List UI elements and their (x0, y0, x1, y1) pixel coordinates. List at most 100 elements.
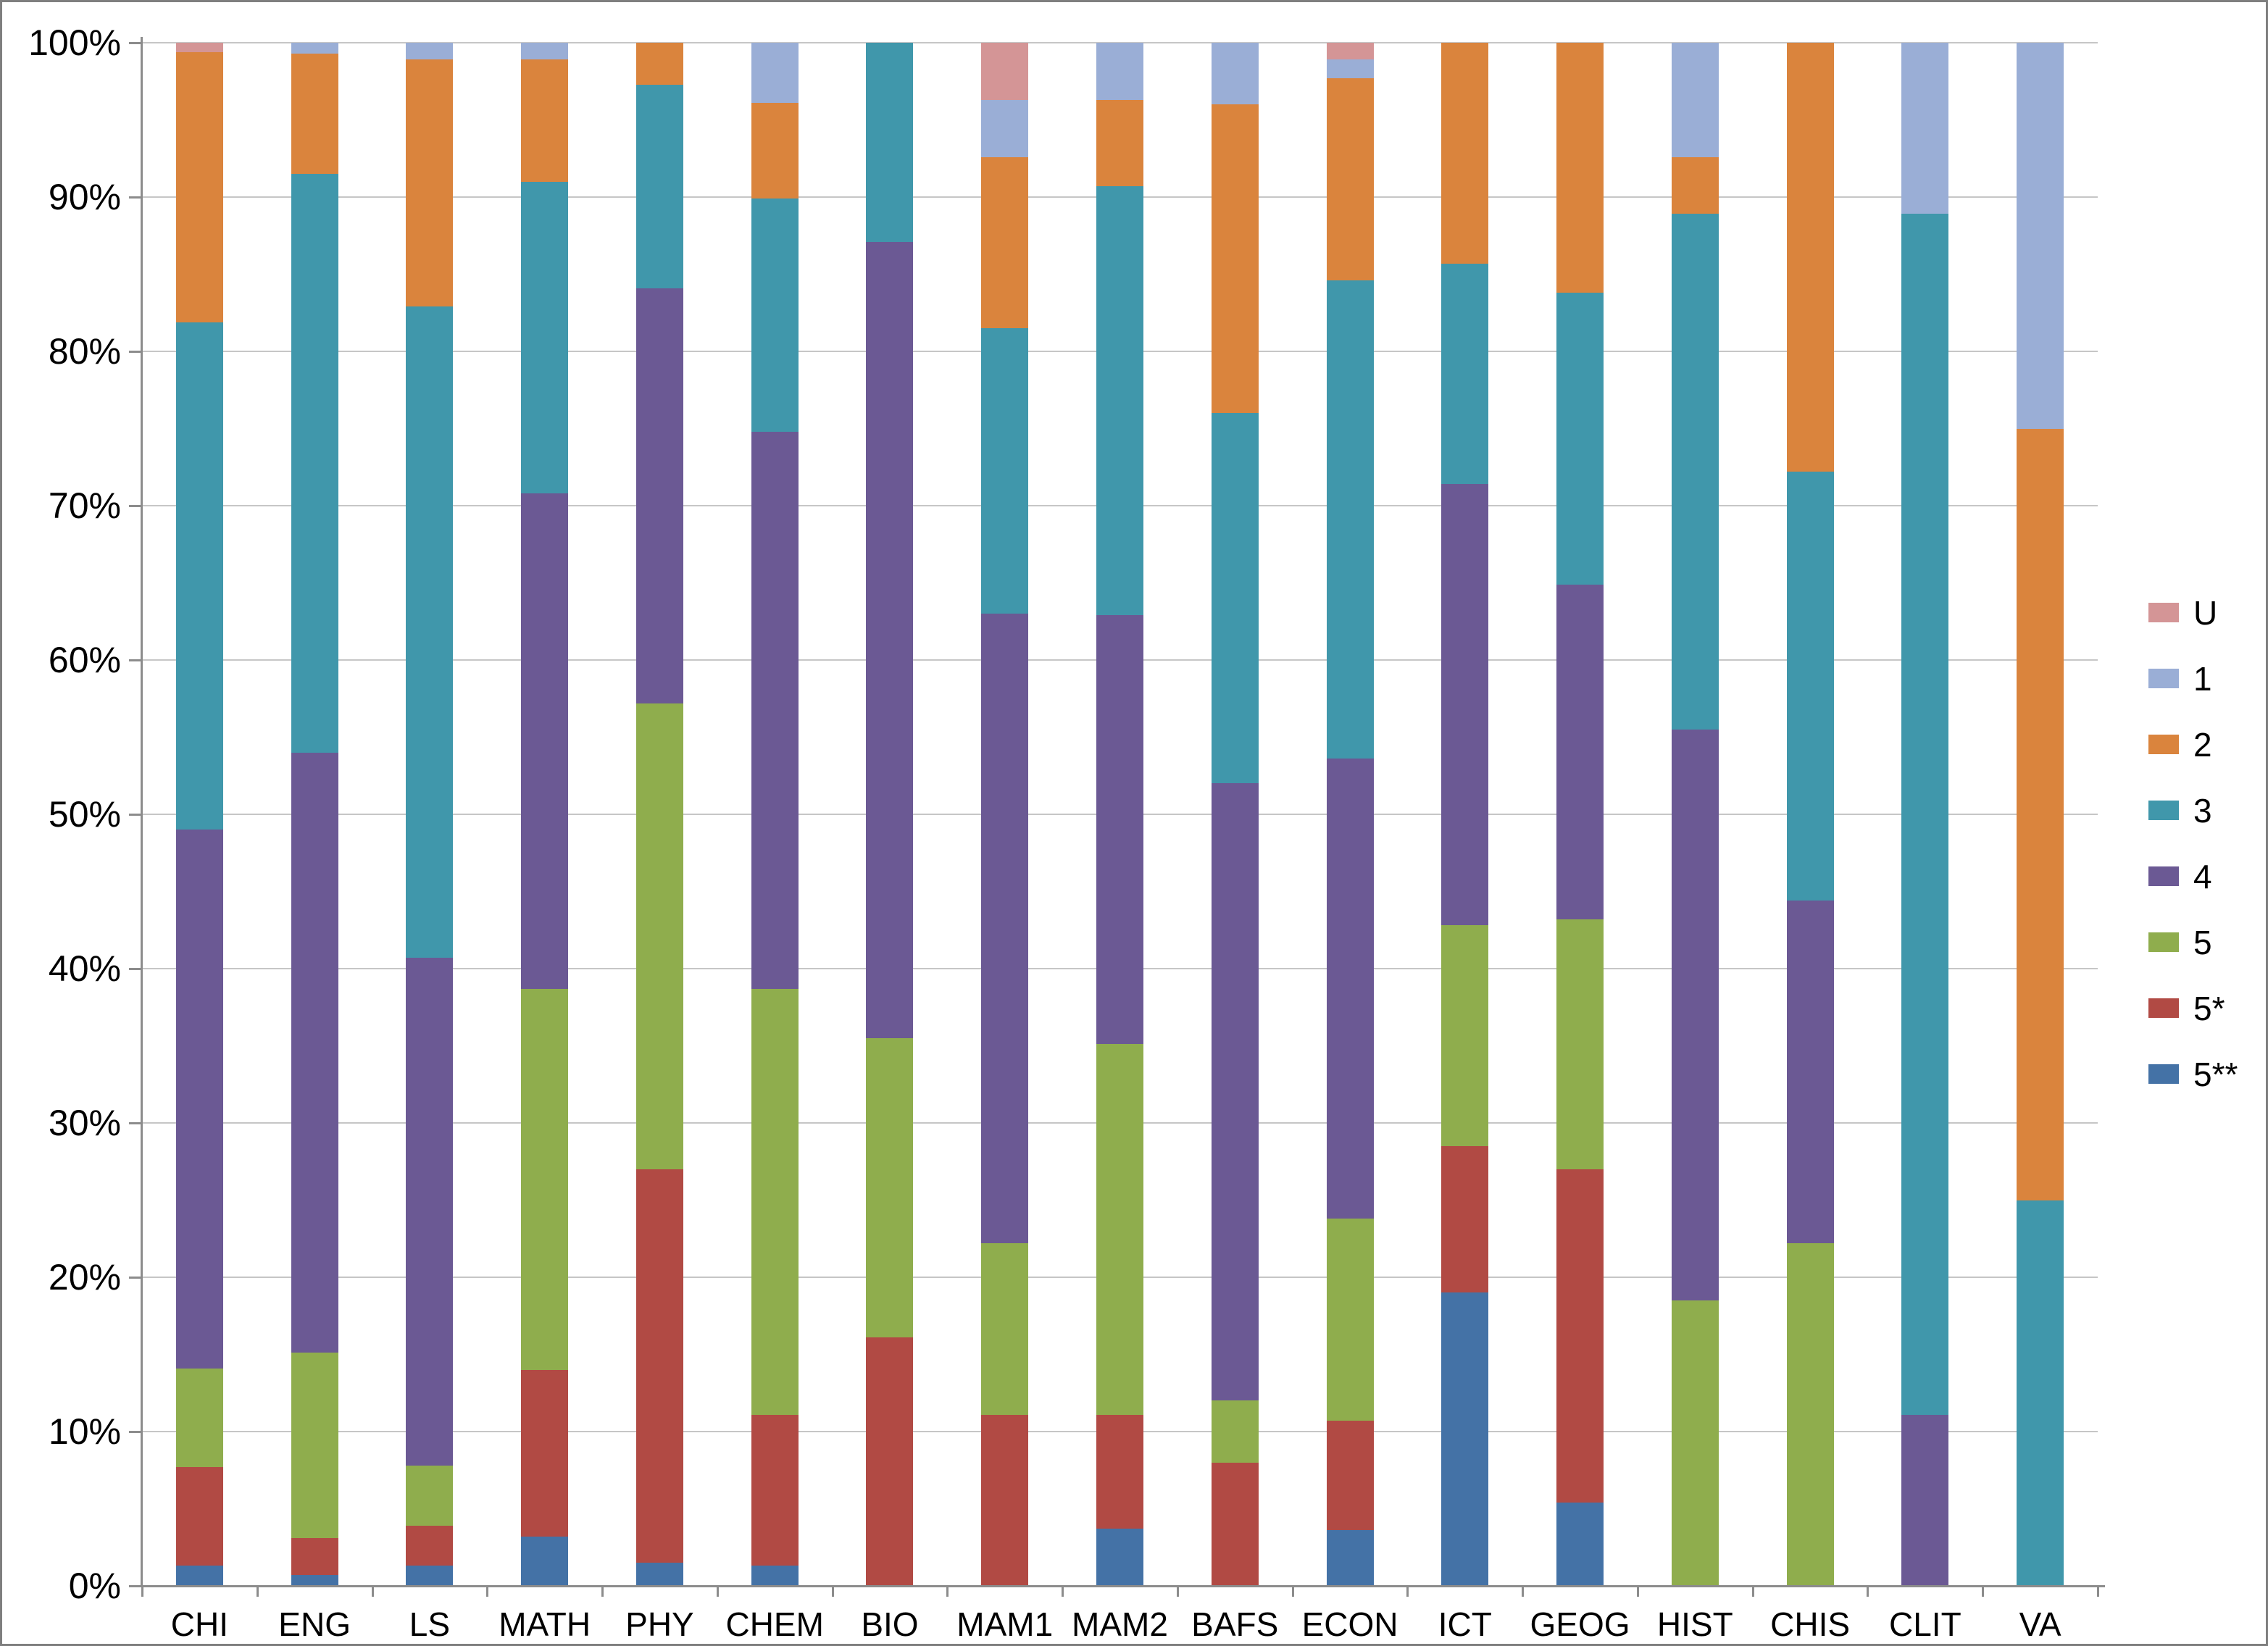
x-category-label-hist: HIST (1656, 1605, 1733, 1643)
bar-segment-chi-grade-3 (175, 322, 223, 830)
bar-segment-econ-grade-3 (1326, 280, 1374, 759)
x-category-label-chi: CHI (170, 1605, 228, 1643)
x-category-label-econ: ECON (1301, 1605, 1398, 1643)
legend-swatch-u-icon (2148, 603, 2179, 622)
legend-label-4: 4 (2193, 857, 2212, 895)
x-category-label-ls: LS (409, 1605, 451, 1643)
x-axis-tick (1291, 1586, 1294, 1597)
y-axis-tick (129, 351, 141, 353)
bar-segment-econ-grade-5 (1326, 1219, 1374, 1421)
bar-segment-chem-grade-55ss (751, 1566, 799, 1586)
y-axis-tick (129, 505, 141, 507)
bar-segment-mam1-grade-2 (981, 156, 1029, 329)
bar-segment-econ-grade-2 (1326, 78, 1374, 281)
legend-label-5: 5 (2193, 923, 2212, 961)
bar-segment-bafs-grade-2 (1211, 104, 1259, 414)
y-tick-label-90: 90% (48, 177, 121, 217)
y-axis-tick (129, 968, 141, 970)
bar-segment-econ-grade-1 (1326, 59, 1374, 78)
bar-segment-math-grade-2 (521, 59, 569, 182)
bar-segment-bafs-grade-5 (1211, 1400, 1259, 1463)
bar-segment-clit-grade-3 (1901, 214, 1949, 1415)
bar-segment-mam2-grade-5s (1096, 1414, 1143, 1529)
bar-segment-ict-grade-5 (1441, 925, 1489, 1146)
bar-segment-bio-grade-4 (866, 241, 914, 1038)
x-category-label-mam2: MAM2 (1072, 1605, 1168, 1643)
x-axis-tick (141, 1586, 143, 1597)
x-category-label-eng: ENG (278, 1605, 351, 1643)
bar-segment-eng-grade-3 (291, 174, 338, 753)
bar-segment-bio-grade-5 (866, 1037, 914, 1338)
x-axis-tick (1522, 1586, 1525, 1597)
bar-segment-mam1-grade-4 (981, 614, 1029, 1244)
bar-segment-bafs-grade-3 (1211, 413, 1259, 784)
legend-swatch-5s-icon (2148, 998, 2179, 1018)
bar-segment-hist-grade-2 (1671, 156, 1719, 214)
x-category-label-geog: GEOG (1530, 1605, 1630, 1643)
gridline-100-percent (142, 42, 2098, 43)
bar-segment-mam1-grade-3 (981, 328, 1029, 614)
bar-segment-geog-grade-3 (1556, 293, 1604, 585)
bar-segment-va-grade-3 (2017, 1200, 2064, 1586)
bar-segment-ls-grade-5s (406, 1525, 454, 1566)
bar-segment-geog-grade-4 (1556, 584, 1604, 919)
bar-segment-eng-grade-5s (291, 1537, 338, 1576)
bar-segment-eng-grade-1 (291, 43, 338, 54)
y-tick-label-30: 30% (48, 1103, 121, 1143)
x-category-label-ict: ICT (1438, 1605, 1492, 1643)
bar-econ (1326, 43, 1374, 1586)
bar-segment-chem-grade-2 (751, 103, 799, 199)
bar-segment-math-grade-4 (521, 493, 569, 989)
bar-geog (1556, 43, 1604, 1586)
bar-segment-mam1-grade-1 (981, 99, 1029, 157)
legend-label-55ss: 5** (2193, 1055, 2238, 1093)
legend-swatch-55ss-icon (2148, 1064, 2179, 1084)
x-category-label-chis: CHIS (1770, 1605, 1851, 1643)
x-axis-tick (946, 1586, 949, 1597)
bar-segment-ls-grade-55ss (406, 1566, 454, 1586)
legend-label-3: 3 (2193, 791, 2212, 830)
bar-segment-geog-grade-2 (1556, 43, 1604, 293)
legend-swatch-3-icon (2148, 801, 2179, 820)
x-axis-line (141, 1585, 2105, 1587)
y-axis-tick (129, 1122, 141, 1124)
legend-swatch-5-icon (2148, 932, 2179, 952)
legend-item-u: U (2148, 580, 2238, 646)
bar-segment-ict-grade-2 (1441, 43, 1489, 264)
bar-segment-eng-grade-5 (291, 1353, 338, 1538)
bar-segment-eng-grade-4 (291, 752, 338, 1353)
bar-segment-econ-grade-55ss (1326, 1530, 1374, 1586)
x-axis-tick (1867, 1586, 1869, 1597)
bar-segment-chis-grade-2 (1786, 43, 1834, 472)
y-axis-tick (129, 814, 141, 816)
bar-segment-chem-grade-5s (751, 1414, 799, 1566)
bar-segment-econ-grade-5s (1326, 1421, 1374, 1531)
bar-segment-mam2-grade-55ss (1096, 1529, 1143, 1586)
bar-segment-phy-grade-2 (635, 43, 683, 85)
bar-segment-hist-grade-1 (1671, 43, 1719, 157)
bar-segment-geog-grade-5 (1556, 919, 1604, 1169)
bar-bafs (1211, 43, 1259, 1586)
x-axis-tick (1636, 1586, 1639, 1597)
y-tick-label-80: 80% (48, 331, 121, 372)
bar-segment-chi-grade-u (175, 43, 223, 52)
bar-segment-mam1-grade-5s (981, 1414, 1029, 1586)
bar-segment-chi-grade-4 (175, 830, 223, 1369)
legend-item-1: 1 (2148, 646, 2238, 711)
legend-label-5s: 5* (2193, 989, 2225, 1027)
bar-mam2 (1096, 43, 1143, 1586)
bar-segment-ls-grade-5 (406, 1465, 454, 1526)
legend-swatch-1-icon (2148, 669, 2179, 688)
y-axis-line (141, 37, 143, 1587)
bar-segment-chi-grade-55ss (175, 1566, 223, 1586)
x-category-label-phy: PHY (625, 1605, 694, 1643)
bar-va (2017, 43, 2064, 1586)
legend-item-5: 5 (2148, 909, 2238, 975)
x-axis-tick (1062, 1586, 1064, 1597)
bar-segment-ls-grade-1 (406, 43, 454, 60)
x-axis-tick (1406, 1586, 1409, 1597)
plot-area (142, 42, 2098, 1586)
y-axis-tick (129, 1585, 141, 1587)
chart-legend: U 1 2 3 4 5 5* 5** (2148, 580, 2238, 1107)
